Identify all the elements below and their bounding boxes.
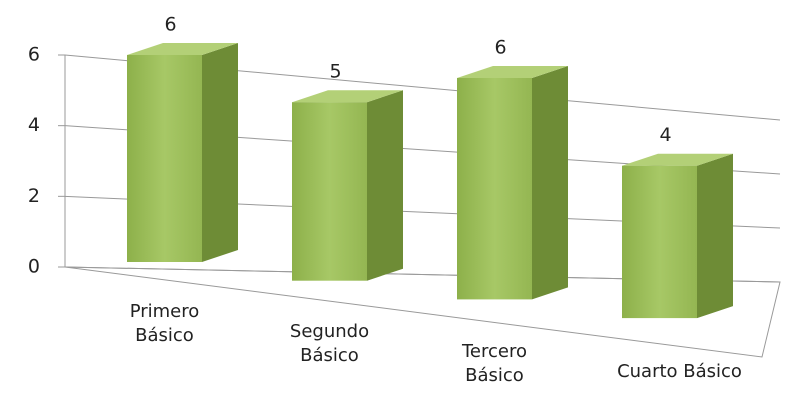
bar bbox=[127, 43, 238, 262]
bar-front bbox=[127, 55, 202, 262]
bar-side bbox=[367, 90, 403, 281]
bar-top bbox=[127, 43, 238, 55]
x-tick-label: Primero Básico bbox=[129, 301, 200, 346]
value-label: 6 bbox=[494, 37, 506, 59]
bar-side bbox=[202, 43, 238, 262]
bar-front bbox=[457, 78, 532, 300]
y-tick-label: 0 bbox=[28, 256, 40, 278]
value-label: 5 bbox=[329, 61, 341, 83]
x-tick-label: Cuarto Básico bbox=[617, 361, 742, 382]
value-label: 4 bbox=[659, 124, 671, 146]
bar-front bbox=[622, 165, 697, 319]
value-label: 6 bbox=[164, 14, 176, 36]
bar bbox=[457, 66, 568, 300]
y-tick-label: 4 bbox=[28, 114, 40, 136]
y-tick-label: 6 bbox=[28, 44, 40, 66]
bar-side bbox=[532, 66, 568, 300]
bar bbox=[622, 153, 733, 319]
bar-top bbox=[292, 90, 403, 103]
floor bbox=[64, 266, 781, 358]
x-tick-label: Tercero Básico bbox=[461, 341, 527, 386]
x-tick-label: Segundo Básico bbox=[289, 321, 370, 366]
bar-front bbox=[292, 102, 367, 281]
bar-top bbox=[622, 153, 733, 166]
bar bbox=[292, 90, 403, 281]
bar-top bbox=[457, 66, 568, 78]
bar-side bbox=[697, 153, 733, 319]
y-tick-label: 2 bbox=[28, 185, 40, 207]
